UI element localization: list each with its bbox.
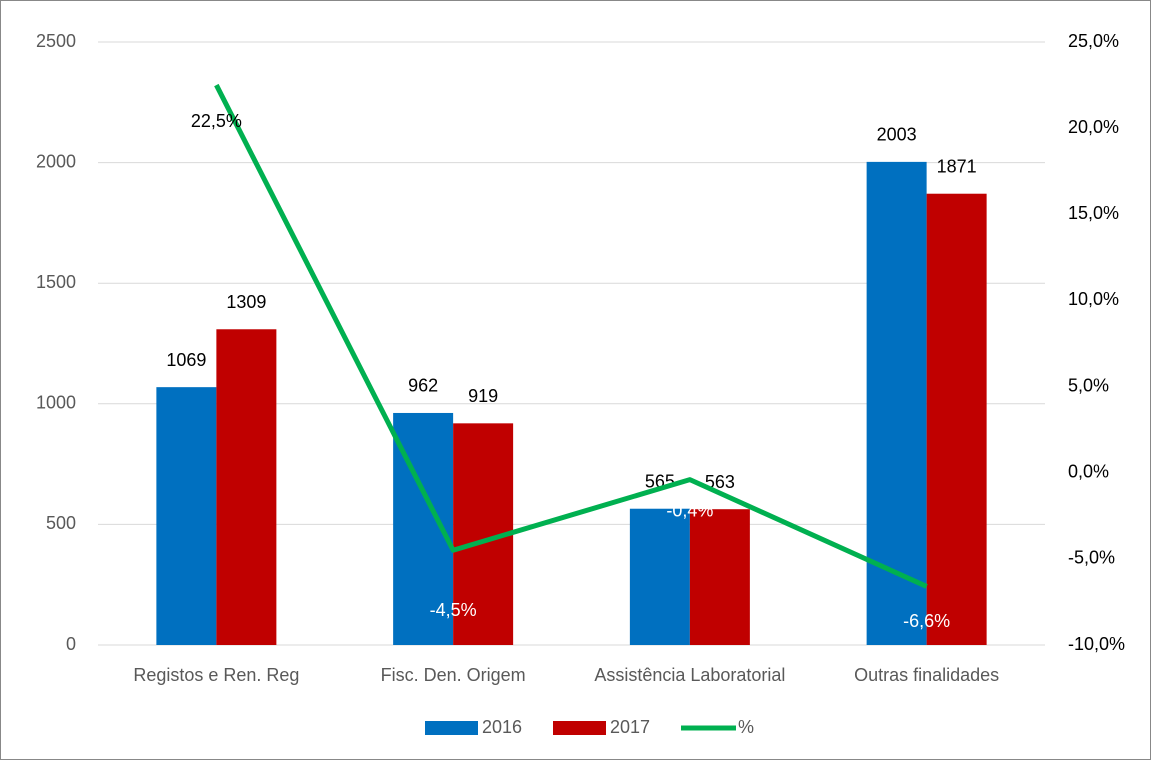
bar <box>689 509 750 645</box>
legend-label: 2017 <box>610 717 650 737</box>
y-tick-label: 0 <box>66 634 76 654</box>
bar <box>156 387 217 645</box>
bar <box>629 508 690 645</box>
bar-value-label: 962 <box>408 376 438 396</box>
y-tick-label: 1500 <box>36 272 76 292</box>
bar-value-label: 1871 <box>937 156 977 176</box>
bar-value-label: 2003 <box>877 125 917 145</box>
line-value-label: -0,4% <box>666 500 713 520</box>
y2-tick-label: 10,0% <box>1068 289 1119 309</box>
y-tick-label: 1000 <box>36 393 76 413</box>
y2-tick-label: 25,0% <box>1068 31 1119 51</box>
x-tick-label: Fisc. Den. Origem <box>381 665 526 685</box>
y2-tick-label: 0,0% <box>1068 461 1109 481</box>
y-tick-label: 500 <box>46 513 76 533</box>
legend-swatch <box>425 721 478 735</box>
bar-value-label: 1309 <box>226 292 266 312</box>
y2-tick-label: -10,0% <box>1068 634 1125 654</box>
legend-swatch <box>553 721 606 735</box>
bar-value-label: 919 <box>468 386 498 406</box>
line-value-label: -4,5% <box>430 600 477 620</box>
legend-label: % <box>738 717 754 737</box>
x-tick-label: Assistência Laboratorial <box>594 665 785 685</box>
bar <box>926 193 987 646</box>
y-tick-label: 2000 <box>36 151 76 171</box>
bar <box>216 329 277 645</box>
legend-label: 2016 <box>482 717 522 737</box>
x-tick-label: Outras finalidades <box>854 665 999 685</box>
y2-tick-label: 15,0% <box>1068 203 1119 223</box>
x-tick-label: Registos e Ren. Reg <box>133 665 299 685</box>
y2-tick-label: 5,0% <box>1068 375 1109 395</box>
bar-value-label: 563 <box>705 472 735 492</box>
y-tick-label: 2500 <box>36 31 76 51</box>
y2-tick-label: -5,0% <box>1068 548 1115 568</box>
line-value-label: -6,6% <box>903 611 950 631</box>
line-value-label: 22,5% <box>191 111 242 131</box>
y2-tick-label: 20,0% <box>1068 117 1119 137</box>
line-series <box>214 83 928 589</box>
bar-value-label: 1069 <box>166 350 206 370</box>
